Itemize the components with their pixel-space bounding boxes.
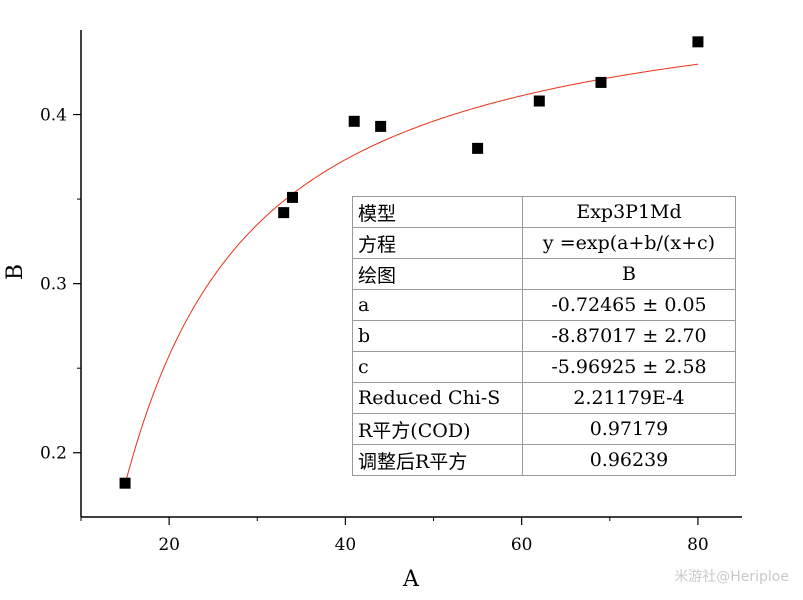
data-point (375, 120, 387, 132)
data-point (119, 477, 131, 489)
table-cell-value: 0.96239 (522, 444, 736, 476)
table-cell-key: 模型 (352, 196, 523, 228)
table-row: Reduced Chi-S 2.21179E-4 (352, 382, 736, 414)
table-cell-value: -0.72465 ± 0.05 (522, 289, 736, 321)
table-row: a -0.72465 ± 0.05 (352, 289, 736, 321)
x-tick-label: 80 (687, 535, 709, 555)
watermark: 米游社@Heriploe (674, 569, 789, 585)
data-point (595, 76, 607, 88)
table-row: 绘图 B (352, 258, 736, 290)
table-row: c -5.96925 ± 2.58 (352, 351, 736, 383)
table-cell-key: R平方(COD) (352, 413, 523, 445)
y-axis-title: B (3, 264, 28, 280)
data-point (348, 115, 360, 127)
table-row: R平方(COD) 0.97179 (352, 413, 736, 445)
table-cell-key: a (352, 289, 523, 321)
table-cell-key: c (352, 351, 523, 383)
data-point (287, 191, 299, 203)
table-row: 调整后R平方 0.96239 (352, 444, 736, 476)
table-row: 方程 y =exp(a+b/(x+c) (352, 227, 736, 259)
y-tick-label: 0.3 (40, 275, 67, 295)
table-cell-value: y =exp(a+b/(x+c) (522, 227, 736, 259)
x-tick-label: 40 (335, 535, 357, 555)
y-tick-label: 0.2 (40, 444, 67, 464)
data-points-layer (119, 36, 704, 489)
data-point (692, 36, 704, 48)
axes-layer: 20 40 60 80 0.2 0.3 0.4 (40, 30, 742, 555)
table-cell-key: 绘图 (352, 258, 523, 290)
table-cell-value: 2.21179E-4 (522, 382, 736, 414)
data-point (533, 95, 545, 107)
table-cell-value: B (522, 258, 736, 290)
table-cell-value: -5.96925 ± 2.58 (522, 351, 736, 383)
data-point (278, 207, 290, 219)
table-cell-value: 0.97179 (522, 413, 736, 445)
table-cell-key: b (352, 320, 523, 352)
table-row: 模型 Exp3P1Md (352, 196, 736, 228)
x-axis-title: A (402, 567, 420, 592)
table-cell-key: Reduced Chi-S (352, 382, 523, 414)
table-row: b -8.87017 ± 2.70 (352, 320, 736, 352)
x-tick-label: 60 (511, 535, 533, 555)
data-point (472, 142, 484, 154)
y-tick-label: 0.4 (40, 106, 67, 126)
table-cell-value: Exp3P1Md (522, 196, 736, 228)
table-cell-key: 方程 (352, 227, 523, 259)
table-cell-value: -8.87017 ± 2.70 (522, 320, 736, 352)
table-cell-key: 调整后R平方 (352, 444, 523, 476)
x-tick-label: 20 (158, 535, 180, 555)
